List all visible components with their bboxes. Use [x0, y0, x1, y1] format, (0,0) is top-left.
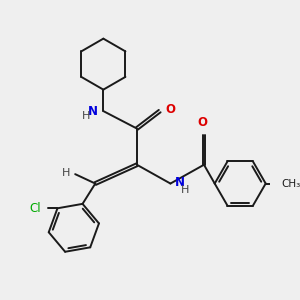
Text: O: O	[166, 103, 176, 116]
Text: CH₃: CH₃	[282, 178, 300, 188]
Text: Cl: Cl	[30, 202, 41, 215]
Text: H: H	[61, 168, 70, 178]
Text: N: N	[175, 176, 184, 189]
Text: H: H	[181, 185, 189, 195]
Text: O: O	[198, 116, 208, 129]
Text: H: H	[82, 111, 90, 121]
Text: N: N	[88, 105, 98, 118]
